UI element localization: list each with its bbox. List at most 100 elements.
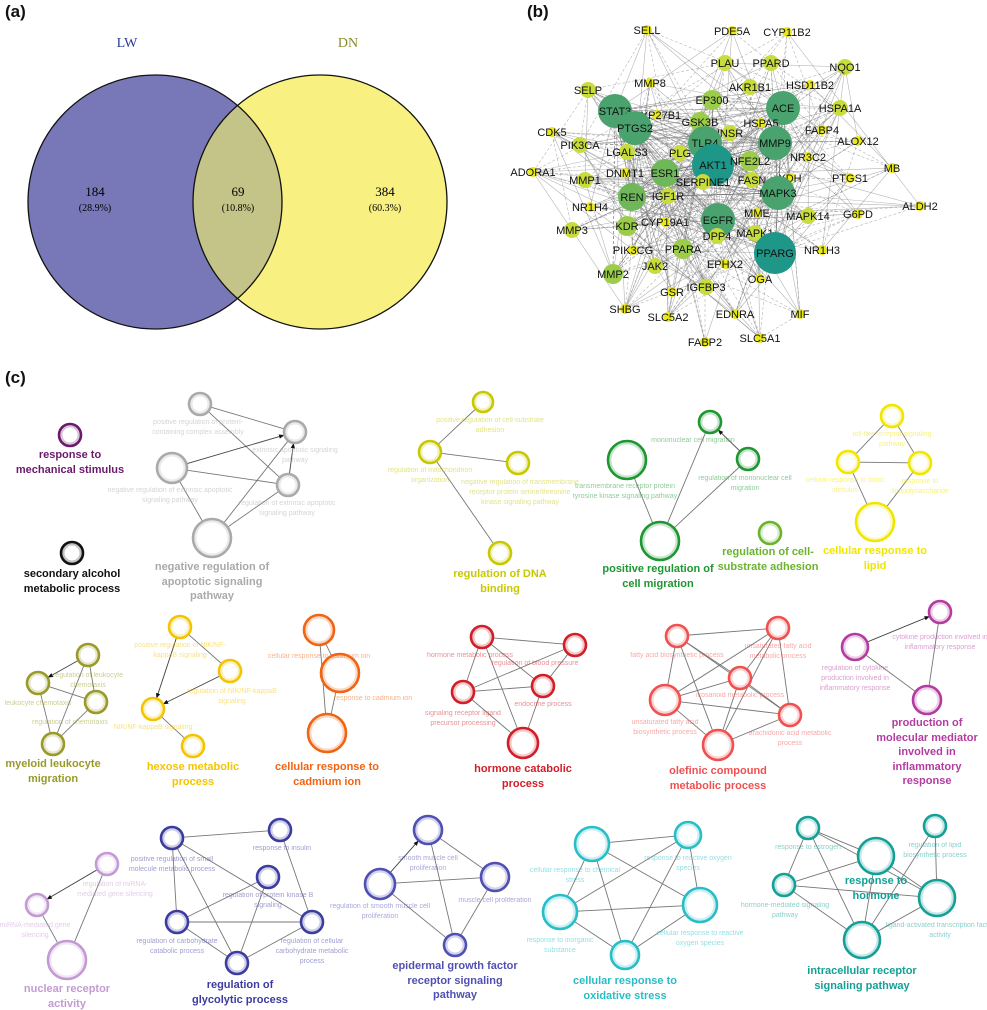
term-node[interactable]	[140, 696, 166, 722]
network-node[interactable]: MMP9	[758, 126, 792, 160]
term-node[interactable]	[471, 390, 495, 414]
term-node[interactable]	[275, 472, 301, 498]
network-node[interactable]: MIF	[791, 309, 810, 321]
network-node[interactable]: SLC5A2	[648, 312, 689, 324]
term-node[interactable]	[164, 909, 190, 935]
network-node[interactable]: ESR1	[651, 159, 680, 187]
term-node[interactable]	[180, 733, 206, 759]
term-node[interactable]	[469, 624, 495, 650]
network-node[interactable]: MMP1	[569, 172, 601, 188]
network-node[interactable]: GSR	[660, 287, 684, 299]
network-node[interactable]: SHBG	[609, 304, 640, 316]
term-node[interactable]	[757, 520, 783, 546]
network-node[interactable]: PIK3CA	[560, 137, 600, 153]
term-node[interactable]	[681, 886, 719, 924]
term-node[interactable]	[842, 920, 882, 960]
network-node[interactable]: PTGS2	[617, 111, 653, 145]
network-node[interactable]: PIK3CG	[613, 245, 653, 257]
term-node[interactable]	[302, 613, 336, 647]
network-node[interactable]: SERPINE1	[676, 174, 730, 190]
network-node[interactable]: FASN	[738, 172, 767, 188]
term-node[interactable]	[765, 615, 791, 641]
term-node[interactable]	[412, 814, 444, 846]
term-node[interactable]	[167, 614, 193, 640]
term-node[interactable]	[795, 815, 821, 841]
network-node[interactable]: DPP4	[703, 228, 732, 244]
term-node[interactable]	[417, 439, 443, 465]
network-node[interactable]: EDNRA	[716, 309, 755, 321]
network-node[interactable]: INSR	[717, 125, 743, 141]
term-node[interactable]	[363, 867, 397, 901]
network-node[interactable]: MAPK14	[786, 208, 830, 224]
term-node[interactable]	[606, 439, 648, 481]
term-node[interactable]	[927, 599, 953, 625]
term-node[interactable]	[479, 861, 511, 893]
term-node[interactable]	[777, 702, 803, 728]
term-node[interactable]	[840, 632, 870, 662]
network-node[interactable]: FABP4	[805, 125, 839, 137]
term-node[interactable]	[506, 726, 540, 760]
term-node[interactable]	[442, 932, 468, 958]
network-node[interactable]: CDK5	[537, 127, 566, 139]
term-node[interactable]	[94, 851, 120, 877]
term-node[interactable]	[771, 872, 797, 898]
network-node[interactable]: CYP19A1	[641, 217, 689, 229]
network-node[interactable]: SELP	[574, 82, 602, 98]
network-node[interactable]: NR3C2	[790, 152, 826, 164]
network-node[interactable]: PPARD	[752, 55, 790, 71]
term-node[interactable]	[917, 878, 957, 918]
network-node[interactable]: ALOX12	[837, 136, 879, 148]
network-node[interactable]: OGA	[748, 274, 773, 286]
term-node[interactable]	[224, 950, 250, 976]
term-node[interactable]	[673, 820, 703, 850]
term-node[interactable]	[727, 665, 753, 691]
term-node[interactable]	[191, 517, 233, 559]
term-node[interactable]	[701, 728, 735, 762]
term-node[interactable]	[299, 909, 325, 935]
network-node[interactable]: MMP8	[634, 78, 666, 90]
term-node[interactable]	[835, 449, 861, 475]
network-node[interactable]: SLC5A1	[740, 333, 781, 345]
network-node[interactable]: ACE	[766, 91, 800, 125]
network-node[interactable]: NQO1	[829, 59, 861, 75]
network-node[interactable]: MMP2	[597, 264, 629, 284]
network-node[interactable]: EGFR	[701, 203, 735, 237]
network-node[interactable]: NR1H3	[804, 245, 840, 257]
term-node[interactable]	[487, 540, 513, 566]
network-node[interactable]: MB	[884, 163, 901, 175]
term-node[interactable]	[562, 632, 588, 658]
term-node[interactable]	[911, 684, 943, 716]
network-node[interactable]: HSPA1A	[819, 100, 862, 116]
network-node[interactable]: ALDH2	[902, 201, 937, 213]
network-node[interactable]: IGF1R	[652, 188, 684, 204]
term-node[interactable]	[155, 451, 189, 485]
network-node[interactable]: EPHX2	[707, 259, 743, 271]
term-node[interactable]	[25, 670, 51, 696]
term-node[interactable]	[282, 419, 308, 445]
term-node[interactable]	[530, 673, 556, 699]
term-node[interactable]	[664, 623, 690, 649]
term-node[interactable]	[505, 450, 531, 476]
network-node[interactable]: JAK2	[642, 258, 668, 274]
term-node[interactable]	[856, 836, 896, 876]
term-node[interactable]	[450, 679, 476, 705]
term-node[interactable]	[46, 939, 88, 981]
network-node[interactable]: MAPK3	[759, 176, 797, 210]
term-node[interactable]	[306, 712, 348, 754]
term-node[interactable]	[697, 409, 723, 435]
term-node[interactable]	[735, 446, 761, 472]
term-node[interactable]	[40, 731, 66, 757]
term-node[interactable]	[217, 658, 243, 684]
term-node[interactable]	[639, 520, 681, 562]
term-node[interactable]	[255, 864, 281, 890]
network-node[interactable]: FABP2	[688, 337, 722, 349]
term-node[interactable]	[159, 825, 185, 851]
term-node[interactable]	[541, 893, 579, 931]
network-node[interactable]: PLAU	[711, 55, 740, 71]
term-node[interactable]	[922, 813, 948, 839]
term-node[interactable]	[267, 817, 293, 843]
network-node[interactable]: G6PD	[843, 209, 873, 221]
term-node[interactable]	[57, 422, 83, 448]
network-node[interactable]: DNMT1	[606, 168, 644, 180]
network-node[interactable]: REN	[618, 183, 646, 211]
